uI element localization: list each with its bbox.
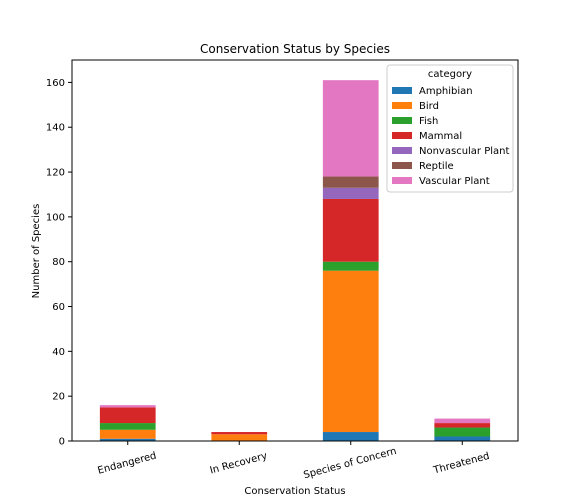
- bar-species-of-concern-vascular-plant: [322, 80, 379, 177]
- legend-title: category: [428, 69, 472, 80]
- bar-species-of-concern-reptile: [322, 176, 379, 188]
- bar-threatened-vascular-plant: [434, 418, 491, 424]
- bar-in-recovery-mammal: [211, 432, 268, 435]
- legend-swatch: [392, 162, 412, 169]
- legend-label: Amphibian: [419, 86, 473, 97]
- y-tick-label: 80: [52, 257, 65, 268]
- plot-frame: [71, 59, 519, 442]
- legend-label: Vascular Plant: [419, 176, 490, 187]
- bar-endangered-fish: [99, 423, 156, 430]
- legend-swatch: [392, 147, 412, 154]
- x-axis-title: Conservation Status: [244, 486, 345, 497]
- x-tick-label: Species of Concern: [302, 446, 397, 481]
- y-tick-label: 100: [46, 212, 65, 223]
- x-axis: Endangered In Recovery Species of Concern T…: [97, 441, 491, 481]
- bar-endangered-vascular-plant: [99, 405, 156, 408]
- legend-label: Mammal: [419, 131, 462, 142]
- legend: category Amphibian Bird Fish Mammal Nonvascul…: [386, 64, 514, 193]
- y-tick-label: 160: [46, 78, 65, 89]
- y-tick-label: 60: [52, 302, 65, 313]
- y-tick-label: 40: [52, 347, 65, 358]
- legend-swatch: [392, 117, 412, 124]
- bar-endangered-amphibian: [99, 438, 156, 441]
- bar-endangered-mammal: [99, 407, 156, 424]
- y-tick-label: 140: [46, 123, 65, 134]
- legend-swatch: [392, 87, 412, 94]
- x-tick-label: In Recovery: [209, 451, 269, 477]
- y-tick-label: 20: [52, 392, 65, 403]
- bar-species-of-concern-amphibian: [322, 432, 379, 441]
- y-axis-title: Number of Species: [31, 204, 42, 299]
- bar-threatened-mammal: [434, 423, 491, 428]
- y-tick-label: 0: [59, 437, 65, 448]
- legend-label: Nonvascular Plant: [419, 146, 509, 157]
- bars-group: [99, 80, 491, 441]
- legend-swatch: [392, 102, 412, 109]
- y-axis: 0 20 40 60 80 100 120 140 160: [46, 78, 72, 448]
- bar-species-of-concern-mammal: [322, 198, 379, 262]
- bar-species-of-concern-nonvascular-plant: [322, 187, 379, 199]
- legend-swatch: [392, 177, 412, 184]
- x-tick-label: Endangered: [97, 450, 158, 476]
- legend-label: Reptile: [419, 161, 454, 172]
- legend-label: Fish: [419, 116, 438, 127]
- legend-swatch: [392, 132, 412, 139]
- y-tick-label: 120: [46, 168, 65, 179]
- chart-title: Conservation Status by Species: [200, 42, 390, 56]
- bar-species-of-concern-fish: [322, 261, 379, 271]
- bar-endangered-bird: [99, 429, 156, 439]
- bar-species-of-concern-bird: [322, 270, 379, 433]
- x-tick-label: Threatened: [431, 451, 490, 477]
- bar-threatened-amphibian: [434, 436, 491, 441]
- legend-box: [386, 64, 514, 193]
- bar-threatened-fish: [434, 427, 491, 437]
- bar-in-recovery-bird: [211, 434, 268, 441]
- legend-label: Bird: [419, 101, 439, 112]
